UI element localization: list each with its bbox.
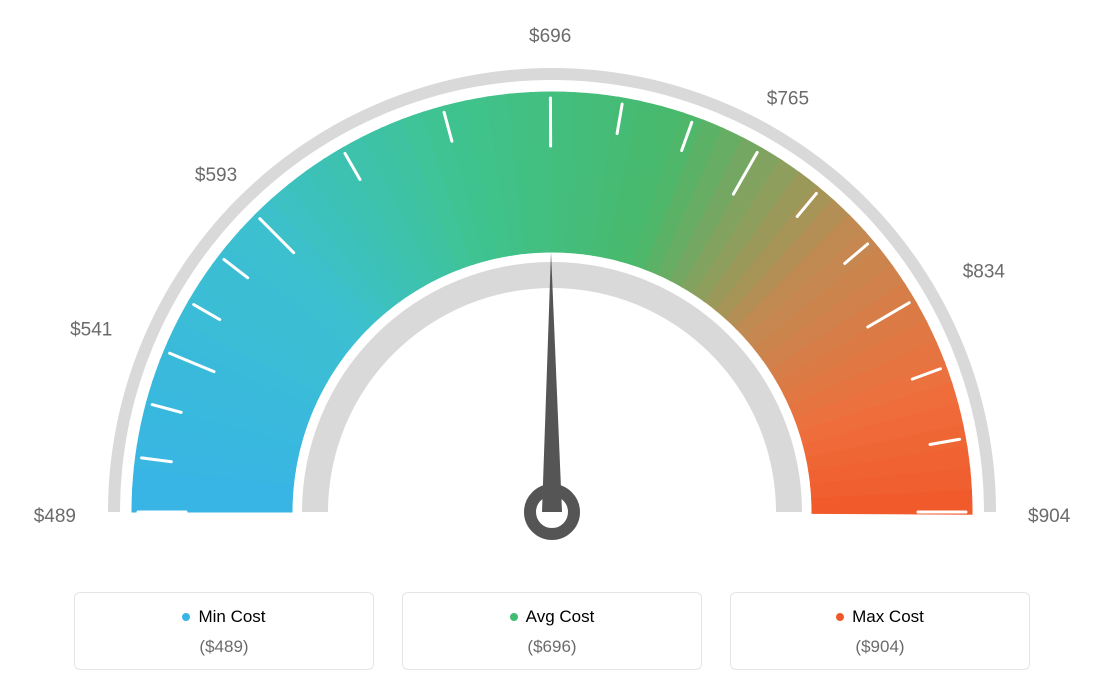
legend-value-avg: ($696) <box>403 637 701 657</box>
legend-dot-max <box>836 613 844 621</box>
legend-value-min: ($489) <box>75 637 373 657</box>
legend-dot-min <box>182 613 190 621</box>
cost-gauge-container: $489 $541 $593 $696 $765 $834 $904 Min Cost ($… <box>0 0 1104 690</box>
legend-label-max: Max Cost <box>852 607 924 627</box>
legend-card-avg: Avg Cost ($696) <box>402 592 702 670</box>
gauge-tick-label: $765 <box>767 89 809 110</box>
gauge-chart: $489 $541 $593 $696 $765 $834 $904 <box>0 0 1104 560</box>
legend-dot-avg <box>510 613 518 621</box>
legend-card-max: Max Cost ($904) <box>730 592 1030 670</box>
legend-label-min: Min Cost <box>198 607 265 627</box>
legend-title-max: Max Cost <box>836 607 924 627</box>
gauge-tick-label: $541 <box>70 319 112 340</box>
gauge-tick-label: $696 <box>529 26 571 47</box>
legend-value-max: ($904) <box>731 637 1029 657</box>
legend-card-min: Min Cost ($489) <box>74 592 374 670</box>
gauge-tick-label: $489 <box>34 506 76 527</box>
legend-title-avg: Avg Cost <box>510 607 595 627</box>
gauge-tick-label: $904 <box>1028 506 1071 527</box>
legend-title-min: Min Cost <box>182 607 265 627</box>
gauge-svg: $489 $541 $593 $696 $765 $834 $904 <box>0 0 1104 560</box>
legend-label-avg: Avg Cost <box>526 607 595 627</box>
gauge-tick-label: $593 <box>195 165 237 186</box>
legend-row: Min Cost ($489) Avg Cost ($696) Max Cost… <box>0 592 1104 670</box>
gauge-tick-label: $834 <box>963 261 1006 282</box>
